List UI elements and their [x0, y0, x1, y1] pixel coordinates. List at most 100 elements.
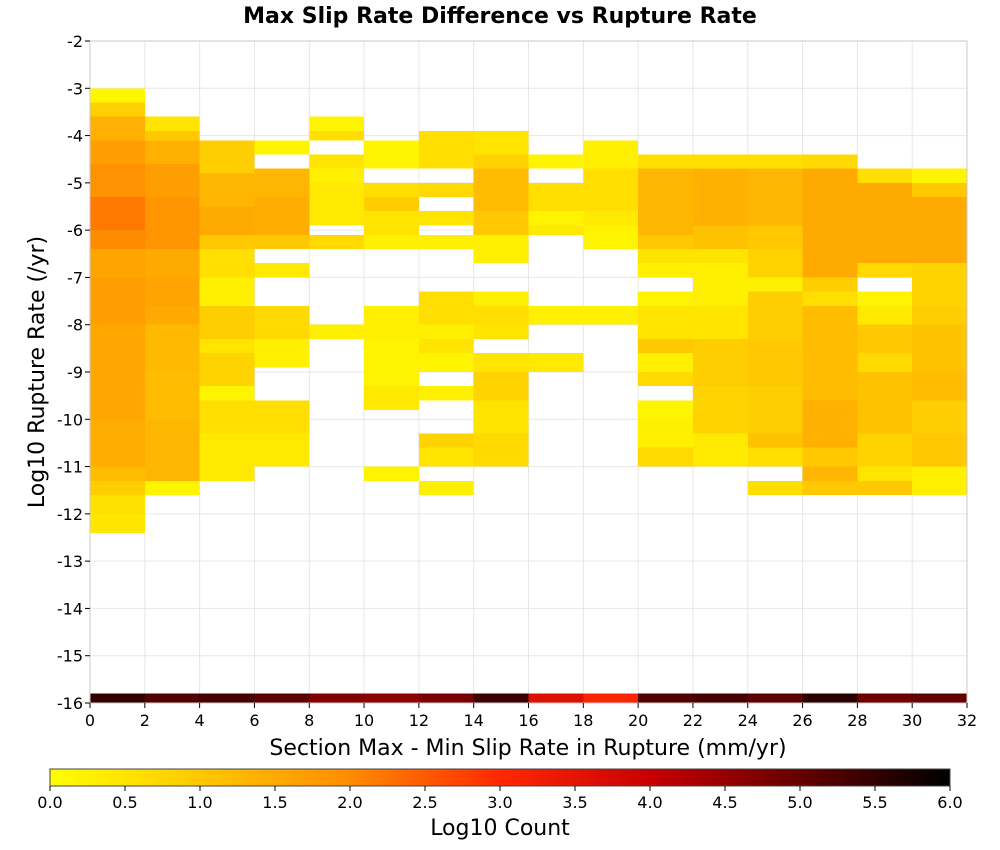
heatmap-cell — [199, 206, 255, 235]
heatmap-cell — [912, 168, 967, 183]
heatmap-cell — [254, 168, 310, 198]
x-tick-label: 16 — [518, 711, 538, 730]
heatmap-cell — [144, 130, 200, 141]
heatmap-cell — [747, 249, 803, 278]
heatmap-cell — [473, 168, 529, 212]
heatmap-cell — [638, 154, 693, 169]
x-tick-label: 18 — [573, 711, 593, 730]
heatmap-cell — [857, 324, 913, 354]
heatmap-cell — [254, 197, 310, 235]
heatmap-cell — [528, 225, 584, 235]
heatmap-cell — [912, 466, 967, 495]
heatmap-cell — [638, 400, 693, 420]
heatmap-cell — [199, 249, 255, 278]
heatmap-cell — [309, 168, 365, 183]
heatmap-cell — [199, 353, 255, 387]
colorbar-tick-label: 5.5 — [862, 793, 887, 812]
heatmap-cell — [747, 168, 803, 226]
heatmap-cell — [418, 234, 474, 250]
heatmap-cell — [802, 154, 858, 169]
y-tick-label: -14 — [57, 599, 83, 618]
heatmap-cell — [364, 338, 419, 387]
heatmap-cell — [857, 372, 913, 434]
heatmap-cell — [418, 693, 474, 703]
y-tick-label: -4 — [67, 127, 83, 146]
heatmap-cell — [364, 386, 419, 410]
heatmap-cell — [802, 466, 858, 481]
heatmap-cell — [638, 291, 693, 306]
x-tick-label: 10 — [354, 711, 374, 730]
heatmap-cell — [692, 168, 748, 226]
heatmap-cell — [364, 140, 419, 169]
heatmap-cell — [473, 353, 529, 372]
heatmap-cell — [802, 400, 858, 448]
heatmap-cell — [364, 197, 419, 212]
x-tick-label: 0 — [85, 711, 95, 730]
heatmap-cell — [90, 513, 145, 533]
heatmap-cell — [857, 263, 913, 278]
heatmap-cell — [309, 130, 365, 141]
heatmap-cell — [144, 480, 200, 495]
heatmap-cell — [583, 211, 639, 226]
heatmap-cell — [638, 263, 693, 278]
heatmap-cell — [144, 116, 200, 131]
heatmap-cell — [912, 324, 967, 372]
chart-title: Max Slip Rate Difference vs Rupture Rate — [243, 4, 757, 29]
heatmap-cell — [418, 324, 474, 339]
x-tick-label: 28 — [847, 711, 867, 730]
heatmap-cell — [309, 234, 365, 250]
colorbar-tick-label: 2.0 — [337, 793, 362, 812]
heatmap-cell — [747, 154, 803, 169]
heatmap-cell — [857, 433, 913, 467]
heatmap-cell — [473, 400, 529, 434]
colorbar-tick-label: 5.0 — [787, 793, 812, 812]
heatmap-cell — [802, 447, 858, 467]
heatmap-cell — [144, 197, 200, 250]
colorbar-tick-label: 1.5 — [262, 793, 287, 812]
heatmap-cell — [473, 211, 529, 235]
heatmap-cell — [90, 163, 145, 198]
y-tick-label: -9 — [67, 363, 83, 382]
heatmap-cell — [418, 480, 474, 495]
colorbar-tick-label: 2.5 — [412, 793, 437, 812]
colorbar-tick-label: 4.5 — [712, 793, 737, 812]
heatmap-cell — [309, 693, 365, 703]
heatmap-cell — [747, 277, 803, 292]
heatmap-cell — [144, 305, 200, 325]
heatmap-cell — [364, 211, 419, 235]
heatmap-cell — [144, 163, 200, 198]
colorbar-tick-label: 6.0 — [937, 793, 962, 812]
heatmap-cell — [90, 480, 145, 495]
x-tick-label: 4 — [195, 711, 205, 730]
colorbar-tick-label: 3.0 — [487, 793, 512, 812]
heatmap-cell — [802, 168, 858, 278]
heatmap-cell — [583, 168, 639, 212]
y-tick-label: -10 — [57, 410, 83, 429]
y-axis-label: Log10 Rupture Rate (/yr) — [25, 236, 50, 508]
heatmap-cell — [364, 234, 419, 250]
heatmap-cell — [857, 182, 913, 264]
colorbar-tick-label: 1.0 — [187, 793, 212, 812]
heatmap-cell — [638, 338, 693, 354]
y-tick-label: -3 — [67, 79, 83, 98]
heatmap-cell — [473, 291, 529, 306]
heatmap-cell — [857, 291, 913, 306]
heatmap-cell — [583, 305, 639, 325]
x-tick-label: 24 — [738, 711, 758, 730]
heatmap-cell — [418, 338, 474, 354]
heatmap-cell — [857, 466, 913, 481]
x-tick-label: 20 — [628, 711, 648, 730]
heatmap-cell — [857, 305, 913, 325]
heatmap-cell — [747, 386, 803, 434]
heatmap-cell — [144, 277, 200, 306]
heatmap-cell — [583, 693, 639, 703]
x-tick-label: 26 — [792, 711, 812, 730]
heatmap-cell — [747, 225, 803, 250]
heatmap-cell — [912, 693, 967, 703]
heatmap-cell — [912, 197, 967, 264]
heatmap-cell — [692, 338, 748, 387]
heatmap-cell — [692, 386, 748, 434]
heatmap-cell — [912, 263, 967, 306]
heatmap-cell — [199, 234, 255, 250]
